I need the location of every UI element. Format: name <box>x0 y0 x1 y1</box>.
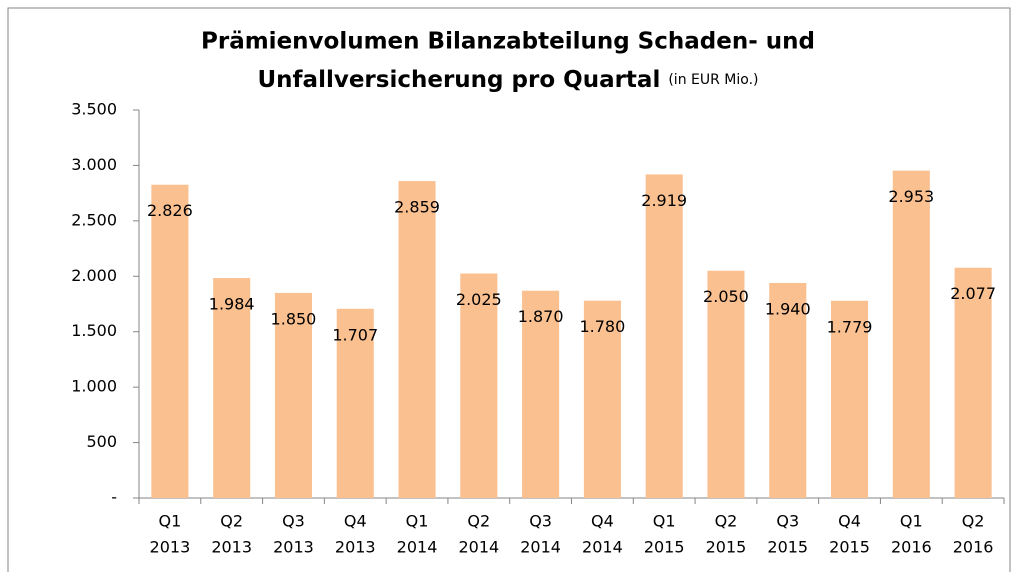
chart-subtitle: (in EUR Mio.) <box>668 72 758 88</box>
y-tick-label: 2.000 <box>71 266 117 285</box>
bar <box>831 300 869 498</box>
data-label: 2.919 <box>641 191 687 210</box>
x-tick-label: Q4 <box>838 512 861 531</box>
bar <box>892 170 930 498</box>
data-label: 1.779 <box>827 317 873 336</box>
x-tick-label: 2015 <box>706 538 747 557</box>
bar <box>336 308 374 498</box>
y-tick-label: 500 <box>86 432 117 451</box>
data-label: 1.780 <box>579 317 625 336</box>
bar <box>954 267 992 498</box>
x-tick-label: 2014 <box>397 538 438 557</box>
bar <box>398 181 436 498</box>
y-tick-label: 2.500 <box>71 210 117 229</box>
bar <box>151 184 189 498</box>
bar <box>522 290 560 498</box>
bar <box>769 282 807 498</box>
x-tick-label: 2013 <box>150 538 191 557</box>
y-tick-label: 1.000 <box>71 377 117 396</box>
x-tick-label: 2014 <box>458 538 499 557</box>
x-tick-label: Q3 <box>776 512 799 531</box>
data-label: 1.940 <box>765 299 811 318</box>
data-label: 1.870 <box>518 307 564 326</box>
x-tick-label: 2016 <box>953 538 994 557</box>
x-tick-label: 2015 <box>644 538 685 557</box>
y-tick-label: 1.500 <box>71 321 117 340</box>
x-tick-label: 2015 <box>767 538 808 557</box>
data-label: 2.050 <box>703 287 749 306</box>
x-tick-label: 2014 <box>520 538 561 557</box>
data-label: 2.859 <box>394 198 440 217</box>
data-label: 2.077 <box>950 284 996 303</box>
x-tick-label: 2015 <box>829 538 870 557</box>
y-tick-label: - <box>111 488 117 507</box>
data-label: 1.984 <box>209 295 255 314</box>
bar <box>707 270 745 498</box>
x-tick-label: Q2 <box>220 512 243 531</box>
bar <box>460 273 498 498</box>
x-tick-label: Q1 <box>653 512 676 531</box>
y-tick-label: 3.000 <box>71 155 117 174</box>
bar <box>213 278 251 498</box>
x-tick-label: 2016 <box>891 538 932 557</box>
chart-frame <box>7 7 1011 572</box>
chart-title: Unfallversicherung pro Quartal (in EUR M… <box>258 67 759 93</box>
data-label: 2.953 <box>888 187 934 206</box>
x-tick-label: 2014 <box>582 538 623 557</box>
data-label: 2.826 <box>147 201 193 220</box>
x-tick-label: Q1 <box>159 512 182 531</box>
x-tick-label: Q1 <box>900 512 923 531</box>
x-tick-label: 2013 <box>211 538 252 557</box>
bar <box>274 292 312 498</box>
x-tick-label: Q3 <box>282 512 305 531</box>
x-tick-label: Q3 <box>529 512 552 531</box>
x-tick-label: Q2 <box>715 512 738 531</box>
x-tick-label: 2013 <box>335 538 376 557</box>
chart-title: Unfallversicherung pro Quartal <box>258 67 661 93</box>
x-tick-label: 2013 <box>273 538 314 557</box>
x-tick-label: Q4 <box>344 512 367 531</box>
x-tick-label: Q2 <box>467 512 490 531</box>
bar <box>645 174 683 498</box>
x-tick-label: Q4 <box>591 512 614 531</box>
data-label: 1.707 <box>332 325 378 344</box>
chart-title: Prämienvolumen Bilanzabteilung Schaden- … <box>201 29 815 55</box>
y-tick-label: 3.500 <box>71 100 117 119</box>
data-label: 1.850 <box>271 309 317 328</box>
x-tick-label: Q1 <box>406 512 429 531</box>
x-tick-label: Q2 <box>962 512 985 531</box>
bar <box>583 300 621 498</box>
data-label: 2.025 <box>456 290 502 309</box>
